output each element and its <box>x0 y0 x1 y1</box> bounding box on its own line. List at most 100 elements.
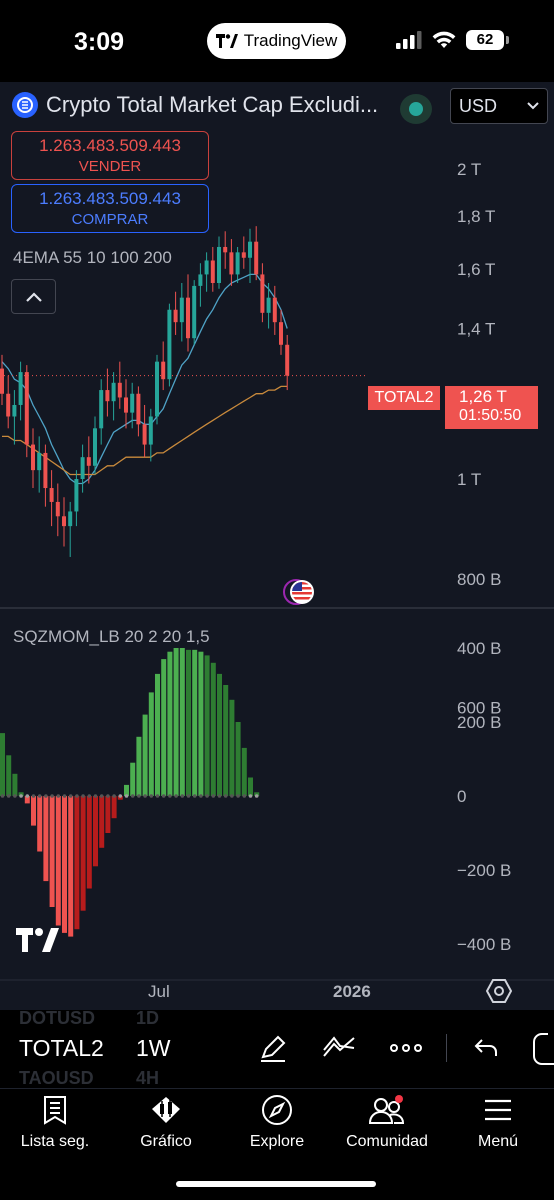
symbol-price-tag: TOTAL2 <box>368 386 440 410</box>
tradingview-pill[interactable]: TradingView <box>207 23 346 59</box>
buy-button[interactable]: 1.263.483.509.443 COMPRAR <box>11 184 209 233</box>
time-axis-label: 2026 <box>333 982 371 1001</box>
menu-icon <box>485 1099 511 1121</box>
squeeze-momentum-legend[interactable]: SQZMOM_LB 20 2 20 1,5 <box>13 627 210 646</box>
nav-label-watchlist: Lista seg. <box>20 1133 90 1150</box>
squeeze-dot <box>62 794 67 798</box>
squeeze-dot <box>192 794 197 798</box>
momentum-bar <box>93 796 98 867</box>
squeeze-dot <box>118 794 123 798</box>
status-indicators: 62 <box>396 30 509 50</box>
more-options-button[interactable] <box>386 1028 426 1068</box>
sell-label: VENDER <box>78 158 142 175</box>
chart-area[interactable]: 2 T 1,8 T 1,6 T 1,4 T 1 T 800 B 600 B 400 B 200 … <box>0 82 554 1010</box>
momentum-bar <box>241 747 247 796</box>
nav-community[interactable]: Comunidad <box>332 1089 442 1159</box>
drawing-tools-button[interactable] <box>253 1028 293 1068</box>
redo-button[interactable] <box>530 1028 554 1068</box>
squeeze-dot <box>0 794 5 798</box>
squeeze-dot <box>50 794 54 798</box>
squeeze-dot <box>168 794 172 798</box>
squeeze-dot <box>223 794 228 798</box>
symbol-title[interactable]: Crypto Total Market Cap Excludi... <box>46 92 379 117</box>
momentum-bar <box>223 685 229 796</box>
candle-body <box>192 285 197 339</box>
squeeze-dot <box>124 794 129 798</box>
symbol-header[interactable]: Crypto Total Market Cap Excludi... <box>12 92 378 118</box>
toolbar-divider <box>446 1034 447 1062</box>
symbol-picker[interactable]: TOTAL2 <box>19 1035 104 1061</box>
momentum-bar <box>161 659 167 796</box>
momentum-bar <box>254 792 260 796</box>
momentum-bar <box>167 651 173 796</box>
nav-chart[interactable]: Gráfico <box>111 1089 221 1159</box>
ema-legend[interactable]: 4EMA 55 10 100 200 <box>13 248 172 267</box>
momentum-bar <box>24 796 30 804</box>
squeeze-dot <box>242 794 247 798</box>
indicators-icon <box>323 1036 355 1057</box>
candle-body <box>86 457 91 466</box>
squeeze-dot <box>81 794 85 798</box>
candle-body <box>167 309 172 380</box>
undo-icon <box>474 1039 497 1056</box>
nav-watchlist[interactable]: Lista seg. <box>0 1089 110 1159</box>
candle-body <box>266 297 271 313</box>
chart-canvas[interactable]: 2 T 1,8 T 1,6 T 1,4 T 1 T 800 B 600 B 400 B 200 … <box>0 82 554 1010</box>
candle-body <box>80 457 85 479</box>
momentum-bar <box>198 651 204 796</box>
candle-body <box>229 252 234 275</box>
momentum-bar <box>105 796 111 833</box>
collapse-legend-button[interactable] <box>11 279 56 314</box>
home-indicator <box>176 1181 376 1187</box>
momentum-bar <box>248 777 253 796</box>
nav-label-chart: Gráfico <box>140 1133 192 1150</box>
sell-button[interactable]: 1.263.483.509.443 VENDER <box>11 131 209 180</box>
squeeze-dot <box>112 794 116 798</box>
candle-body <box>6 393 11 417</box>
indicators-button[interactable] <box>319 1028 359 1068</box>
candle-body <box>31 444 35 471</box>
momentum-bar <box>229 699 235 796</box>
compass-icon <box>262 1095 292 1125</box>
candle-body <box>124 397 128 413</box>
momentum-bar <box>217 673 222 796</box>
candle-body <box>117 382 122 398</box>
interval-picker[interactable]: 1W <box>136 1035 171 1061</box>
momentum-bar <box>62 796 67 933</box>
candle-body <box>198 274 203 286</box>
momentum-bar <box>136 736 142 796</box>
us-flag-event-icon[interactable] <box>282 576 318 608</box>
price-scale-label: 1,6 T <box>457 260 495 279</box>
candle-body <box>260 274 265 313</box>
candle-body <box>204 260 209 275</box>
candle-body <box>248 241 252 258</box>
momentum-bar <box>186 649 191 796</box>
nav-label-community: Comunidad <box>346 1133 428 1150</box>
squeeze-dot <box>99 794 104 798</box>
nav-label-explore: Explore <box>249 1133 305 1150</box>
undo-button[interactable] <box>466 1028 506 1068</box>
price-scale-label: 1 T <box>457 470 481 489</box>
time-axis-label: Jul <box>148 982 170 1001</box>
momentum-bar <box>74 796 80 930</box>
chart-settings-icon[interactable] <box>486 978 512 1004</box>
squeeze-dot <box>130 794 135 798</box>
candle-body <box>111 382 116 402</box>
nav-label-menu: Menú <box>477 1133 519 1150</box>
momentum-bar <box>86 796 92 889</box>
price-scale-label: 1,8 T <box>457 207 495 226</box>
price-scale-label: 1,4 T <box>457 320 495 339</box>
ema-slow-line <box>2 385 288 476</box>
candle-body <box>217 246 221 283</box>
momentum-scale-label: −400 B <box>457 935 511 954</box>
nav-explore[interactable]: Explore <box>222 1089 332 1159</box>
nav-menu[interactable]: Menú <box>443 1089 553 1159</box>
candle-body <box>0 368 4 394</box>
market-status-icon[interactable] <box>400 94 432 124</box>
price-scale-label: 800 B <box>457 570 501 589</box>
currency-select[interactable]: USD <box>450 88 548 124</box>
candle-body <box>179 297 184 323</box>
squeeze-dot <box>174 794 178 798</box>
candle-body <box>99 390 104 429</box>
price-scale-label: 600 B <box>457 698 501 717</box>
